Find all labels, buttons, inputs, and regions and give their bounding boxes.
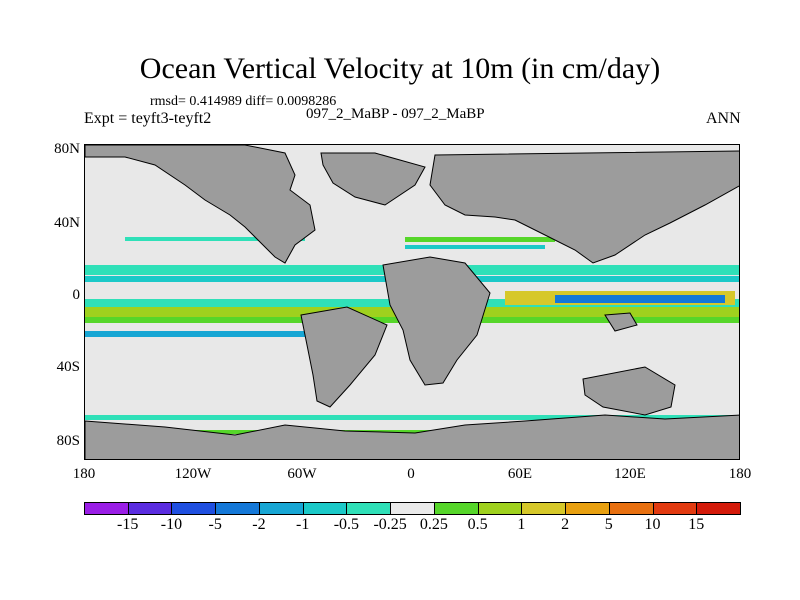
colorbar-label: -2	[252, 516, 266, 533]
colorbar-swatch	[652, 502, 698, 515]
colorbar-label: 2	[561, 516, 570, 533]
antarctica	[85, 414, 739, 459]
longitude-label: 180	[728, 466, 752, 482]
case-label: 097_2_MaBP - 097_2_MaBP	[306, 106, 485, 122]
latitude-label: 40N	[54, 215, 80, 231]
australia	[582, 366, 676, 416]
longitude-label: 0	[407, 466, 415, 482]
colorbar-label: 10	[644, 516, 661, 533]
colorbar-swatch	[521, 502, 567, 515]
longitude-label: 60E	[507, 466, 533, 482]
colorbar-label: 15	[688, 516, 705, 533]
colorbar-swatch	[477, 502, 523, 515]
eurasia	[429, 150, 739, 264]
colorbar-swatch	[433, 502, 479, 515]
colorbar-label: 1	[517, 516, 526, 533]
south-america	[300, 306, 388, 408]
colorbar-swatch	[608, 502, 654, 515]
latitude-label: 80S	[56, 433, 80, 449]
colorbar-label: -5	[208, 516, 222, 533]
colorbar-label: -1	[295, 516, 310, 533]
colorbar-swatch	[565, 502, 610, 515]
colorbar-swatch	[696, 502, 741, 515]
colorbar-label: -10	[160, 516, 183, 533]
rmsd-diff-stats: rmsd= 0.414989 diff= 0.0098286	[150, 94, 337, 109]
season-label: ANN	[706, 110, 741, 127]
latitude-label: 0	[72, 287, 81, 303]
colorbar-swatch	[346, 502, 392, 515]
latitude-label: 40S	[56, 359, 80, 375]
colorbar-label: 0.5	[467, 516, 488, 533]
colorbar-swatch	[390, 502, 435, 515]
colorbar-label: -15	[117, 516, 139, 533]
colorbar-label: -0.25	[373, 516, 407, 533]
colorbar-swatch	[84, 502, 129, 515]
colorbar-swatch	[302, 502, 348, 515]
longitude-label: 120W	[174, 466, 212, 482]
latitude-label: 80N	[54, 141, 80, 157]
longitude-label: 180	[72, 466, 96, 482]
continents	[85, 145, 739, 459]
longitude-label: 120E	[614, 466, 646, 482]
colorbar-label: -0.5	[333, 516, 360, 533]
colorbar-swatch	[127, 502, 173, 515]
map-canvas	[85, 145, 739, 459]
colorbar-label: 5	[604, 516, 613, 533]
colorbar-swatch	[258, 502, 304, 515]
experiment-label: Expt = teyft3-teyft2	[84, 110, 212, 127]
colorbar-swatch	[215, 502, 260, 515]
colorbar-swatch	[171, 502, 217, 515]
africa	[382, 256, 491, 386]
greenland	[320, 152, 426, 206]
plot-title: Ocean Vertical Velocity at 10m (in cm/da…	[139, 52, 661, 85]
colorbar-label: 0.25	[419, 516, 448, 533]
north-america	[85, 145, 316, 264]
longitude-label: 60W	[287, 466, 317, 482]
map-panel	[84, 144, 740, 460]
maritime-continent	[604, 312, 638, 332]
